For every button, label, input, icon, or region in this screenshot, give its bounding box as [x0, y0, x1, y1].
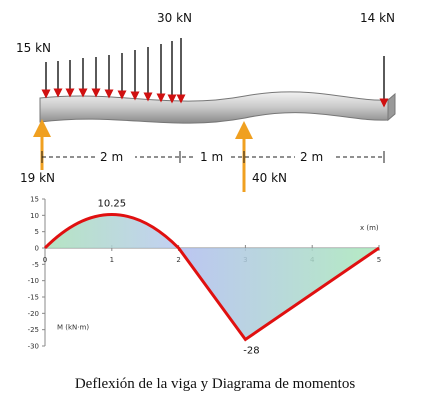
caption: Deflexión de la viga y Diagrama de momen… — [75, 376, 355, 392]
y-tick-label: -20 — [28, 310, 39, 318]
load-label: 14 kN — [360, 11, 395, 25]
reaction-label: 40 kN — [252, 171, 287, 185]
value-label: -28 — [243, 345, 259, 356]
y-axis-label: M (kN·m) — [57, 324, 89, 332]
span-label: 1 m — [200, 150, 223, 164]
x-axis-label: x (m) — [360, 224, 379, 232]
y-tick-label: -10 — [28, 277, 39, 285]
y-tick-label: -25 — [28, 326, 39, 334]
moment-line — [43, 213, 380, 342]
span-label: 2 m — [300, 150, 323, 164]
value-label: 10.25 — [97, 199, 126, 210]
load-label: 30 kN — [157, 11, 192, 25]
y-tick-label: 0 — [35, 245, 39, 253]
beam-end — [387, 92, 396, 122]
y-tick-label: 15 — [30, 196, 39, 204]
span-label: 2 m — [100, 150, 123, 164]
y-tick-label: -15 — [28, 294, 39, 302]
distributed-load — [41, 38, 389, 108]
load-label: 15 kN — [16, 41, 51, 55]
x-tick-label: 1 — [110, 256, 114, 264]
x-tick-label: 2 — [176, 256, 180, 264]
y-tick-label: 5 — [35, 228, 39, 236]
y-tick-label: -30 — [28, 343, 39, 351]
reaction-label: 19 kN — [20, 171, 55, 185]
negative-area — [178, 248, 379, 340]
x-tick-label: 0 — [43, 256, 47, 264]
x-tick-label: 5 — [377, 256, 381, 264]
y-tick-label: -5 — [32, 261, 39, 269]
y-tick-label: 10 — [30, 212, 39, 220]
beam — [39, 91, 389, 124]
